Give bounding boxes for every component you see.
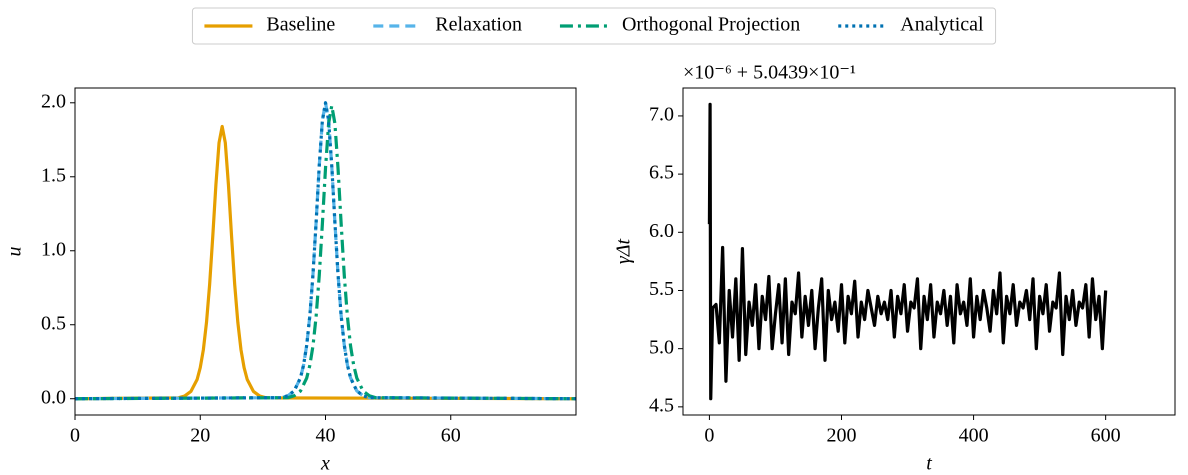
x-tick-label: 600: [1091, 425, 1121, 447]
legend-label: Analytical: [900, 14, 984, 36]
y-tick-label: 6.0: [649, 220, 674, 242]
legend-label: Relaxation: [435, 14, 522, 36]
x-axis-label: t: [926, 453, 932, 475]
offset-text: ×10⁻⁶ + 5.0439×10⁻¹: [683, 62, 856, 84]
y-tick-label: 1.5: [41, 164, 66, 186]
x-tick-label: 400: [959, 425, 989, 447]
legend-label: Orthogonal Projection: [622, 14, 800, 36]
series-line: [707, 102, 1108, 401]
series-line: [75, 101, 576, 401]
x-tick-label: 0: [70, 425, 80, 447]
y-tick-label: 2.0: [41, 90, 66, 112]
y-tick-label: 4.5: [649, 394, 674, 416]
x-tick-label: 0: [704, 425, 714, 447]
y-tick-label: 0.5: [41, 312, 66, 334]
legend-label: Baseline: [266, 14, 335, 36]
y-tick-label: 1.0: [41, 238, 66, 260]
y-tick-label: 5.5: [649, 278, 674, 300]
x-tick-label: 60: [441, 425, 461, 447]
y-tick-label: 7.0: [649, 104, 674, 126]
y-axis-label: γΔt: [613, 238, 635, 264]
x-tick-label: 20: [190, 425, 210, 447]
y-axis-label: u: [4, 247, 26, 257]
x-axis-label: x: [320, 453, 330, 475]
legend: Baseline Relaxation Orthogonal Projection A…: [204, 14, 984, 36]
y-tick-label: 5.0: [649, 336, 674, 358]
x-tick-label: 40: [316, 425, 336, 447]
axes-frame: [682, 87, 1176, 416]
x-tick-label: 200: [826, 425, 856, 447]
axes-frame: [74, 87, 577, 416]
y-tick-label: 0.0: [41, 386, 66, 408]
y-tick-label: 6.5: [649, 162, 674, 184]
series-line: [75, 124, 576, 401]
series-line: [75, 104, 576, 401]
